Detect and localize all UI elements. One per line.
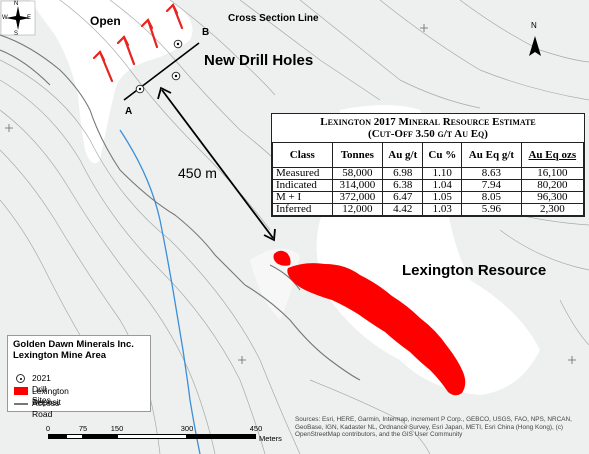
road-line — [14, 403, 28, 405]
table-header-row: Class Tonnes Au g/t Cu % Au Eq g/t Au Eq… — [272, 142, 585, 168]
table-cell: 7.94 — [461, 179, 522, 192]
column-header: Au Eq g/t — [461, 142, 522, 168]
table-cell: Indicated — [272, 179, 333, 192]
map-legend: Golden Dawn Minerals Inc. Lexington Mine… — [7, 335, 151, 419]
legend-item-label: 2021 Drill Sites — [32, 373, 51, 405]
scale-tick-label: 75 — [78, 424, 88, 433]
table-cell: 1.05 — [422, 191, 463, 204]
column-header: Class — [272, 142, 333, 168]
scale-tick-label: 450 — [249, 424, 263, 433]
table-cell: 6.47 — [382, 191, 424, 204]
drill-sites — [135, 39, 183, 94]
table-cell: 96,300 — [520, 191, 585, 204]
table-cell: M + I — [272, 191, 333, 204]
table-cell: 6.98 — [382, 167, 424, 180]
table-cell: 58,000 — [331, 167, 384, 180]
table-cell: 12,000 — [331, 203, 384, 216]
table-cell: 5.96 — [461, 203, 522, 216]
scale-bar-segment — [117, 434, 187, 439]
lexington-deposit — [273, 250, 466, 396]
stream-line — [119, 129, 201, 454]
table-cell: 4.42 — [382, 203, 424, 216]
access-road — [0, 34, 361, 381]
table-cell: 6.38 — [382, 179, 424, 192]
table-title: Lexington 2017 Mineral Resource Estimate — [320, 116, 536, 128]
resource-estimate-table: Lexington 2017 Mineral Resource Estimate… — [271, 113, 585, 217]
table-row: Inferred 12,000 4.42 1.03 5.96 2,300 — [272, 203, 585, 216]
table-cell: Measured — [272, 167, 333, 180]
open-label: Open — [90, 14, 121, 28]
open-patch — [250, 248, 300, 320]
table-cell: 8.05 — [461, 191, 522, 204]
table-cell: Inferred — [272, 203, 333, 216]
legend-item-label: Lexington Deposit — [32, 386, 69, 407]
scale-bar-segment — [48, 434, 66, 439]
north-arrow-icon — [529, 36, 541, 56]
lexington-resource-label: Lexington Resource — [402, 262, 547, 279]
new-drill-holes-label: New Drill Holes — [204, 52, 314, 69]
point-b-label: B — [202, 27, 210, 38]
table-cell: 16,100 — [520, 167, 585, 180]
scale-bar-graphic — [48, 434, 256, 439]
scale-bar-segment — [187, 434, 256, 439]
table-cell: 314,000 — [331, 179, 384, 192]
map-credits: Sources: Esri, HERE, Garmin, Intermap, i… — [295, 416, 572, 439]
scale-bar: 0 75 150 300 450 Meters — [45, 424, 282, 450]
compass-w-label: W — [2, 15, 8, 21]
point-a-label: A — [125, 106, 133, 117]
table-cell: 372,000 — [331, 191, 384, 204]
legend-item-label: Access Road — [32, 398, 60, 419]
drill-site-icon — [171, 71, 181, 81]
distance-label: 450 m — [178, 165, 217, 181]
compass-n-label: N — [14, 1, 19, 7]
distance-arrow — [157, 86, 276, 242]
legend-title: Golden Dawn Minerals Inc. Lexington Mine… — [13, 339, 134, 361]
legend-title-line: Golden Dawn Minerals Inc. — [13, 339, 134, 350]
table-row: M + I 372,000 6.47 1.05 8.05 96,300 — [272, 191, 585, 204]
scale-bar-segment — [66, 434, 83, 439]
table-cell: 80,200 — [520, 179, 585, 192]
table-subtitle: (Cut-Off 3.50 g/t Au Eq) — [368, 128, 488, 140]
drill-site-icon — [16, 374, 25, 383]
cross-section-label: Cross Section Line — [228, 13, 319, 24]
column-header: Tonnes — [331, 142, 384, 168]
compass-s-label: S — [14, 31, 19, 37]
compass-e-label: E — [27, 15, 32, 21]
scale-tick-label: 150 — [110, 424, 124, 433]
drill-site-icon — [135, 84, 145, 94]
table-cell: 1.10 — [422, 167, 463, 180]
table-row: Measured 58,000 6.98 1.10 8.63 16,100 — [272, 167, 585, 180]
table-cell: 1.04 — [422, 179, 463, 192]
table-row: Indicated 314,000 6.38 1.04 7.94 80,200 — [272, 179, 585, 192]
scale-bar-segment — [83, 434, 117, 439]
column-header: Au g/t — [382, 142, 424, 168]
table-cell: 1.03 — [422, 203, 463, 216]
table-cell: 2,300 — [520, 203, 585, 216]
scale-tick-label: 0 — [45, 424, 51, 433]
column-header: Cu % — [422, 142, 463, 168]
scale-units-label: Meters — [259, 434, 282, 443]
compass-rose-icon — [0, 0, 36, 36]
legend-title-line: Lexington Mine Area — [13, 350, 107, 361]
column-header: Au Eq ozs — [520, 142, 585, 168]
scale-tick-label: 300 — [180, 424, 194, 433]
north-arrow-label: N — [531, 21, 537, 30]
drill-site-icon — [173, 39, 183, 49]
table-cell: 8.63 — [461, 167, 522, 180]
deposit-swatch — [14, 387, 28, 395]
open-arrows — [92, 3, 184, 83]
